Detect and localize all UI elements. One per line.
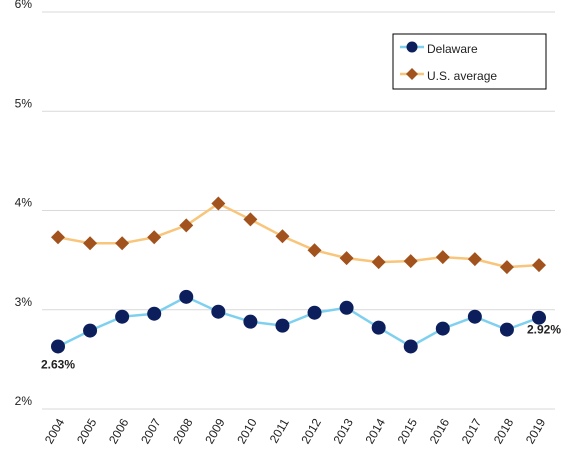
legend: Delaware U.S. average — [392, 33, 547, 90]
x-tick-label: 2014 — [363, 416, 389, 446]
x-tick-label: 2004 — [42, 416, 68, 446]
data-point — [307, 243, 322, 258]
data-point — [211, 196, 226, 211]
data-label: 2.63% — [41, 357, 75, 371]
x-tick-label: 2006 — [106, 416, 132, 446]
x-tick-label: 2017 — [459, 416, 485, 446]
x-tick-label: 2008 — [170, 416, 196, 446]
data-point — [499, 322, 514, 337]
data-point — [467, 309, 482, 324]
data-point — [115, 236, 130, 251]
data-point — [211, 304, 226, 319]
y-tick-label: 2% — [15, 394, 33, 408]
y-tick-label: 4% — [15, 196, 33, 210]
data-point — [51, 230, 65, 245]
data-point — [115, 309, 130, 324]
x-tick-label: 2018 — [491, 416, 517, 446]
data-point — [499, 260, 514, 275]
x-tick-label: 2009 — [202, 416, 228, 446]
data-point — [83, 236, 98, 251]
legend-label: U.S. average — [427, 69, 497, 83]
x-tick-label: 2005 — [74, 416, 100, 446]
x-tick-label: 2015 — [395, 416, 421, 446]
data-point — [147, 306, 162, 321]
data-label: 2.92% — [527, 323, 561, 337]
legend-marker — [406, 41, 418, 53]
y-tick-label: 3% — [15, 295, 33, 309]
x-tick-label: 2013 — [330, 416, 356, 446]
data-point — [275, 229, 290, 244]
legend-label: Delaware — [427, 42, 478, 56]
series-line — [57, 295, 540, 348]
legend-marker — [406, 68, 418, 80]
x-tick-label: 2016 — [427, 416, 453, 446]
data-point — [371, 255, 386, 270]
legend-box — [392, 33, 547, 90]
x-tick-label: 2010 — [234, 416, 260, 446]
data-point — [403, 339, 418, 354]
data-point — [435, 321, 450, 336]
data-point — [179, 218, 194, 233]
x-tick-label: 2007 — [138, 416, 164, 446]
data-point — [467, 252, 482, 267]
y-tick-label: 5% — [15, 96, 33, 110]
x-tick-label: 2019 — [523, 416, 549, 446]
data-point — [51, 339, 65, 354]
data-point — [532, 258, 546, 273]
y-tick-label: 6% — [15, 0, 33, 11]
data-point — [243, 212, 258, 227]
x-tick-label: 2012 — [298, 416, 324, 446]
data-point — [275, 318, 290, 333]
x-tick-label: 2011 — [267, 416, 292, 446]
series-line — [57, 202, 540, 269]
data-point — [403, 254, 418, 269]
data-point — [307, 305, 322, 320]
data-point — [147, 230, 162, 245]
data-point — [532, 310, 546, 325]
data-point — [339, 251, 354, 266]
data-point — [435, 250, 450, 265]
data-point — [243, 314, 258, 329]
data-point — [339, 300, 354, 315]
data-point — [83, 323, 98, 338]
data-point — [179, 289, 194, 304]
data-point — [371, 320, 386, 335]
